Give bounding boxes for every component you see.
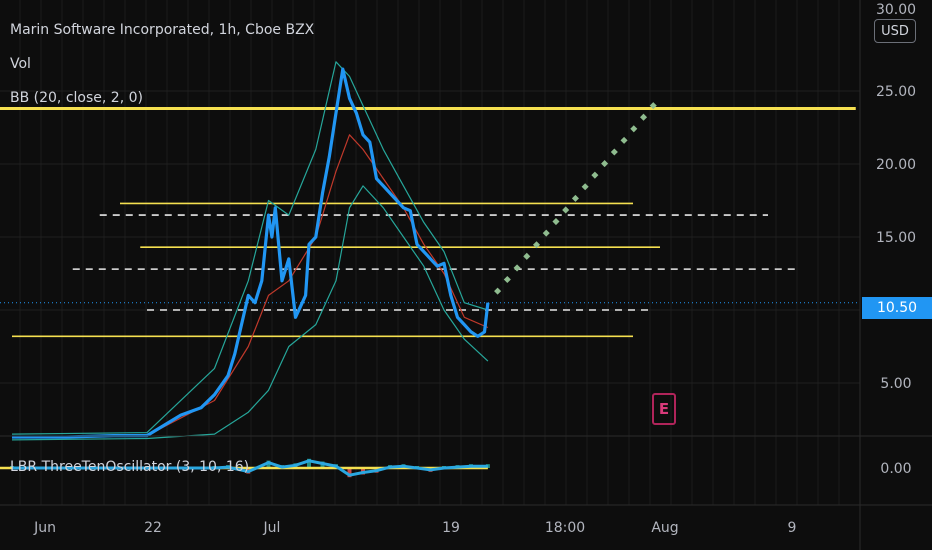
projection-point xyxy=(513,264,521,272)
bollinger-bands-label[interactable]: BB (20, close, 2, 0) xyxy=(10,90,143,106)
last-price-tag: 10.50 xyxy=(862,297,932,319)
oscillator-bar xyxy=(266,460,271,468)
x-tick-label: 9 xyxy=(788,520,797,536)
projection-point xyxy=(581,183,589,191)
x-tick-label: Jul xyxy=(263,520,281,536)
projection-path xyxy=(494,102,657,295)
oscillator-pane xyxy=(0,435,932,478)
x-tick-label: Aug xyxy=(651,520,678,536)
y-tick-label: 25.00 xyxy=(876,84,916,100)
x-tick-label: 22 xyxy=(144,520,162,536)
projection-point xyxy=(523,252,531,260)
projection-point xyxy=(542,229,550,237)
projection-point xyxy=(649,102,657,110)
series-bb-basis xyxy=(11,134,489,438)
x-tick-label: 19 xyxy=(442,520,460,536)
price-series xyxy=(11,61,490,441)
projection-point xyxy=(620,136,628,144)
y-tick-label: 15.00 xyxy=(876,230,916,246)
projection-point xyxy=(571,194,579,202)
oscillator-bar xyxy=(347,468,352,478)
currency-button[interactable]: USD xyxy=(874,19,916,43)
projection-point xyxy=(532,241,541,249)
volume-indicator-label[interactable]: Vol xyxy=(10,56,31,72)
projection-point xyxy=(503,275,511,284)
vertical-grid xyxy=(19,0,840,505)
projection-point xyxy=(601,160,609,168)
projection-point xyxy=(562,206,570,214)
level-lines xyxy=(0,107,860,338)
series-bb-lower xyxy=(11,185,489,441)
projection-point xyxy=(610,148,618,156)
y-tick-label: 20.00 xyxy=(876,157,916,173)
oscillator-line xyxy=(12,459,488,477)
projection-point xyxy=(494,287,502,295)
x-tick-label: 18:00 xyxy=(545,520,585,536)
y-tick-label: 5.00 xyxy=(880,376,911,392)
x-tick-label: Jun xyxy=(33,520,56,536)
y-tick-label: 30.00 xyxy=(876,2,916,18)
oscillator-tick-label: 0.00 xyxy=(880,461,911,477)
projection-point xyxy=(552,218,560,226)
projection-point xyxy=(639,113,648,121)
earnings-marker[interactable]: E xyxy=(652,393,676,425)
projection-point xyxy=(591,171,599,179)
oscillator-bar xyxy=(307,458,311,468)
oscillator-label[interactable]: LBR ThreeTenOscillator (3, 10, 16) xyxy=(10,459,250,475)
chart-title: Marin Software Incorporated, 1h, Cboe BZ… xyxy=(10,22,315,38)
projection-point xyxy=(630,125,638,133)
horizontal-grid xyxy=(0,90,860,384)
series-price xyxy=(12,67,490,439)
